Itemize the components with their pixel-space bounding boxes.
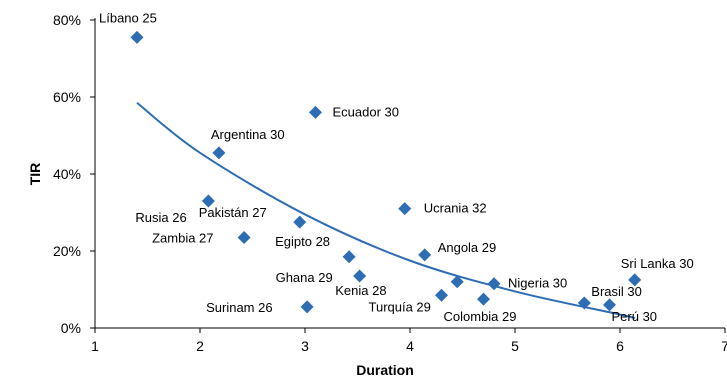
data-point — [487, 277, 501, 291]
data-point — [130, 30, 144, 44]
point-label: Pakistán 27 — [199, 205, 267, 220]
data-point — [309, 105, 322, 119]
x-tick-label: 4 — [406, 338, 414, 354]
data-point — [450, 275, 464, 289]
trendline — [136, 101, 636, 320]
point-label: Nigeria 30 — [508, 276, 567, 291]
data-point — [398, 202, 412, 216]
point-label: Angola 29 — [438, 240, 497, 255]
data-point — [435, 288, 448, 302]
data-point — [201, 194, 215, 208]
data-point — [342, 250, 356, 264]
point-label: Sri Lanka 30 — [621, 256, 694, 271]
data-point — [477, 292, 490, 306]
trendline-group — [136, 101, 636, 320]
point-label: Zambia 27 — [152, 231, 213, 246]
data-point — [212, 146, 226, 160]
y-tick-label: 20% — [53, 243, 81, 259]
data-point — [603, 298, 616, 312]
point-label: Perú 30 — [612, 309, 658, 324]
point-labels: Líbano 25 Ecuador 30 Argentina 30 Rusia 26 P… — [99, 10, 694, 324]
point-label: Líbano 25 — [99, 10, 157, 25]
point-label: Ucrania 32 — [424, 201, 487, 216]
point-label: Ecuador 30 — [333, 104, 400, 119]
point-label: Turquía 29 — [369, 299, 431, 314]
data-point — [237, 231, 251, 245]
x-tick-label: 2 — [196, 338, 204, 354]
x-tick-label: 1 — [91, 338, 99, 354]
y-axis-ticks: 0% 20% 40% 60% 80% — [53, 12, 95, 336]
point-label: Rusia 26 — [135, 210, 186, 225]
x-tick-label: 6 — [616, 338, 624, 354]
data-point — [293, 215, 307, 229]
data-point — [300, 300, 314, 314]
data-point — [353, 269, 367, 283]
point-label: Egipto 28 — [275, 234, 330, 249]
y-axis-title: TIR — [27, 163, 43, 186]
point-label: Colombia 29 — [444, 309, 517, 324]
x-tick-label: 3 — [301, 338, 309, 354]
y-tick-label: 80% — [53, 12, 81, 28]
x-axis-ticks: 1 2 3 4 5 6 7 — [91, 328, 727, 354]
data-point — [418, 248, 432, 262]
x-axis-title: Duration — [356, 362, 414, 378]
point-label: Argentina 30 — [211, 127, 285, 142]
x-tick-label: 5 — [511, 338, 519, 354]
y-tick-label: 60% — [53, 89, 81, 105]
x-tick-label: 7 — [721, 338, 727, 354]
data-point — [577, 296, 591, 310]
point-label: Kenia 28 — [335, 283, 386, 298]
point-label: Ghana 29 — [276, 270, 333, 285]
data-points — [130, 30, 642, 314]
data-point — [628, 273, 642, 287]
point-label: Brasil 30 — [591, 284, 642, 299]
point-label: Surinam 26 — [206, 300, 272, 315]
y-tick-label: 0% — [61, 320, 81, 336]
y-tick-label: 40% — [53, 166, 81, 182]
